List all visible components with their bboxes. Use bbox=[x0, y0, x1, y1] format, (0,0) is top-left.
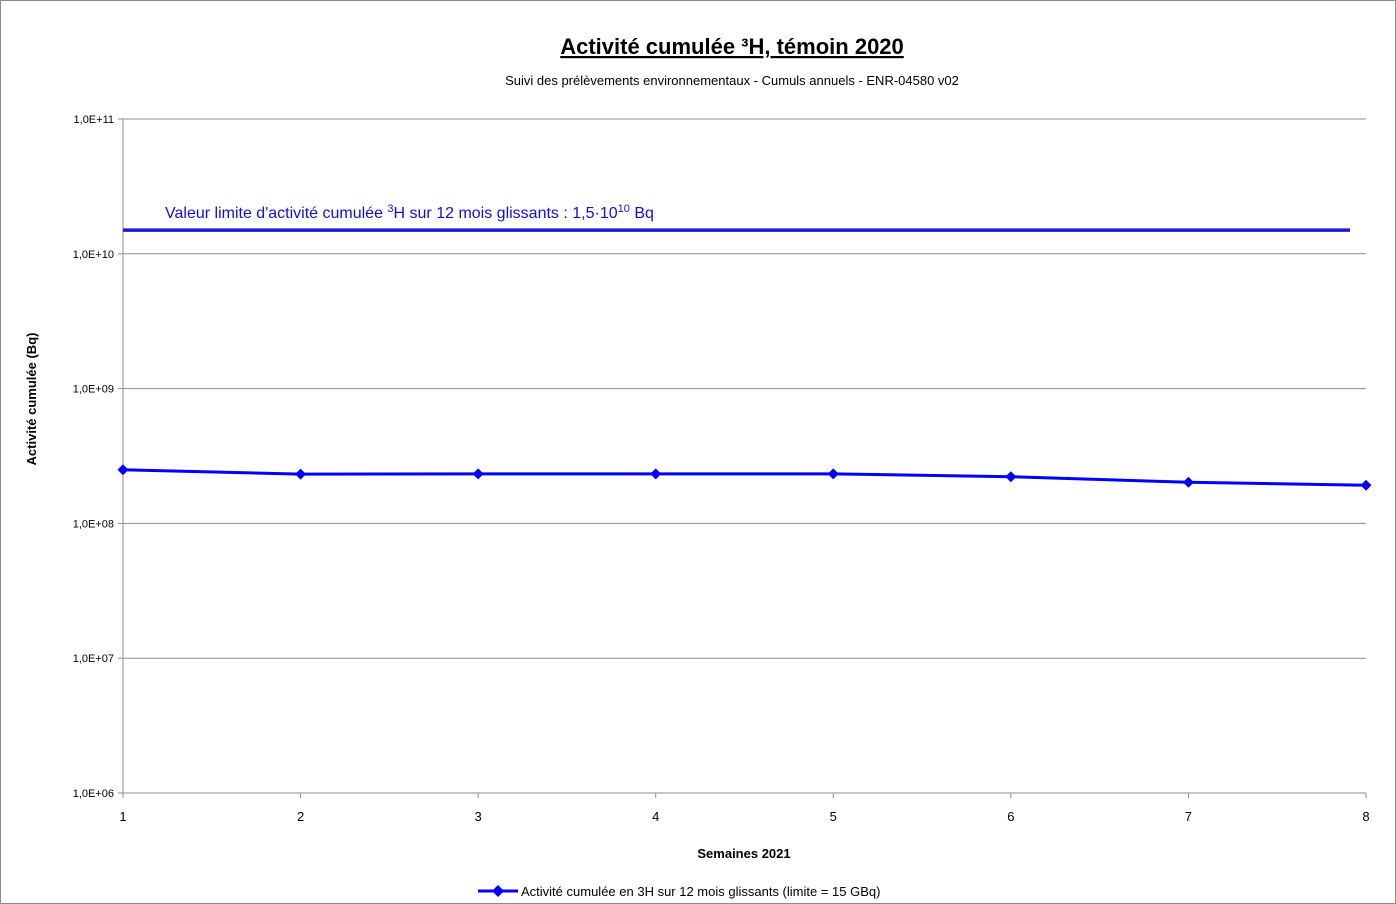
chart-subtitle: Suivi des prélèvements environnementaux … bbox=[505, 73, 959, 88]
series-line bbox=[122, 468, 1367, 487]
data-point bbox=[472, 468, 484, 480]
data-point bbox=[650, 468, 662, 480]
y-tick-label: 1,0E+09 bbox=[73, 384, 114, 396]
x-tick-label: 2 bbox=[297, 809, 304, 824]
y-tick-label: 1,0E+06 bbox=[73, 788, 114, 800]
y-tick-label: 1,0E+07 bbox=[73, 653, 114, 665]
y-tick-label: 1,0E+08 bbox=[73, 518, 114, 530]
reference-limit: Valeur limite d'activité cumulée 3H sur … bbox=[123, 203, 1350, 232]
x-tick-label: 7 bbox=[1185, 809, 1192, 824]
series-layer bbox=[117, 464, 1372, 491]
data-point bbox=[1182, 476, 1194, 488]
chart-title: Activité cumulée ³H, témoin 2020 bbox=[560, 34, 904, 59]
x-tick-label: 6 bbox=[1007, 809, 1014, 824]
data-point bbox=[1005, 471, 1017, 483]
y-tick-label: 1,0E+10 bbox=[73, 249, 114, 261]
legend-series-label: Activité cumulée en 3H sur 12 mois gliss… bbox=[521, 884, 880, 899]
x-axis-title: Semaines 2021 bbox=[697, 846, 790, 861]
x-tick-label: 5 bbox=[830, 809, 837, 824]
limit-annotation: Valeur limite d'activité cumulée 3H sur … bbox=[165, 203, 654, 222]
y-tick-label: 1,0E+11 bbox=[74, 114, 114, 126]
legend: Activité cumulée en 3H sur 12 mois gliss… bbox=[478, 884, 880, 899]
legend-series-marker bbox=[492, 885, 504, 897]
x-tick-label: 8 bbox=[1362, 809, 1369, 824]
y-tick-labels: 1,0E+06 1,0E+07 1,0E+08 1,0E+09 1,0E+10 1,0E+… bbox=[73, 114, 114, 800]
x-tick-labels: 1 2 3 4 5 6 7 8 bbox=[119, 809, 1369, 824]
x-tick-label: 3 bbox=[475, 809, 482, 824]
data-point bbox=[1360, 479, 1372, 491]
y-axis-title: Activité cumulée (Bq) bbox=[24, 333, 39, 466]
x-tick-label: 1 bbox=[119, 809, 126, 824]
data-point bbox=[117, 464, 129, 476]
x-tick-label: 4 bbox=[652, 809, 659, 824]
data-point bbox=[295, 468, 307, 480]
gridlines bbox=[123, 118, 1366, 659]
data-point bbox=[827, 468, 839, 480]
